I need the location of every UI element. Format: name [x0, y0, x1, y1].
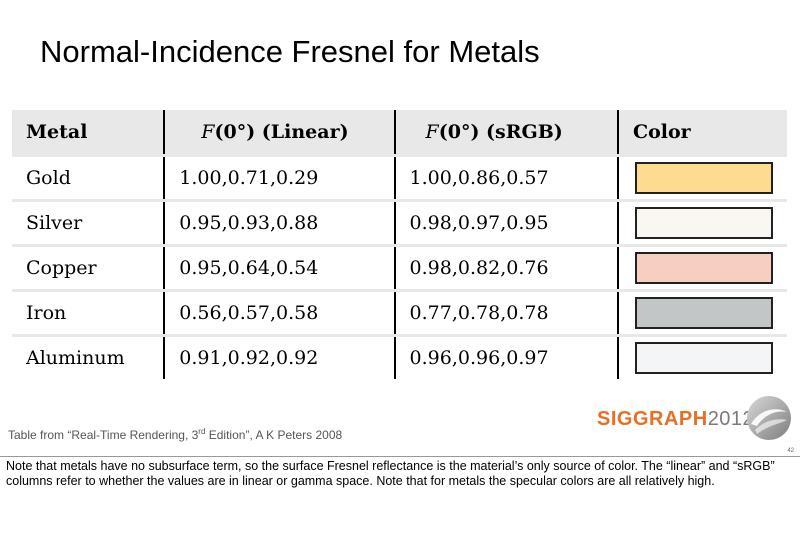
cell-metal: Gold	[12, 154, 166, 201]
cell-metal: Iron	[12, 289, 166, 336]
table-header-row: Metal F(0°) (Linear) F(0°) (sRGB) Color	[12, 110, 787, 157]
siggraph-swirl-icon	[747, 396, 791, 440]
cell-linear: 0.91,0.92,0.92	[164, 334, 396, 379]
credit-before: Table from “Real-Time Rendering, 3	[8, 428, 199, 442]
cell-color	[617, 244, 787, 291]
logo-year: 2012	[707, 408, 755, 430]
cell-color	[617, 334, 787, 379]
table-row: Aluminum 0.91,0.92,0.92 0.96,0.96,0.97	[12, 334, 787, 379]
table-row: Copper 0.95,0.64,0.54 0.98,0.82,0.76	[12, 244, 787, 291]
header-color: Color	[617, 110, 787, 157]
credit-after: Edition”, A K Peters 2008	[205, 428, 343, 442]
table-row: Silver 0.95,0.93,0.88 0.98,0.97,0.95	[12, 199, 787, 246]
header-linear-rest: (0°) (Linear)	[214, 121, 349, 143]
cell-color	[617, 154, 787, 201]
table-credit: Table from “Real-Time Rendering, 3rd Edi…	[8, 427, 342, 442]
cell-color	[617, 199, 787, 246]
color-swatch	[634, 162, 773, 194]
header-linear: F(0°) (Linear)	[164, 110, 396, 157]
cell-srgb: 0.98,0.82,0.76	[394, 244, 619, 291]
header-linear-f: F	[201, 121, 215, 143]
speaker-notes: Note that metals have no subsurface term…	[6, 459, 775, 488]
header-srgb-f: F	[425, 121, 439, 143]
fresnel-table-panel: Metal F(0°) (Linear) F(0°) (sRGB) Color …	[12, 110, 787, 379]
cell-metal: Copper	[12, 244, 166, 291]
logo-wordmark: SIGGRAPH2012	[597, 408, 754, 431]
slide-title: Normal-Incidence Fresnel for Metals	[40, 34, 540, 69]
cell-srgb: 1.00,0.86,0.57	[394, 154, 619, 201]
cell-srgb: 0.98,0.97,0.95	[394, 199, 619, 246]
table-row: Iron 0.56,0.57,0.58 0.77,0.78,0.78	[12, 289, 787, 336]
siggraph-logo: SIGGRAPH2012	[597, 396, 797, 448]
table-row: Gold 1.00,0.71,0.29 1.00,0.86,0.57	[12, 154, 787, 201]
color-swatch	[634, 252, 773, 284]
cell-linear: 1.00,0.71,0.29	[164, 154, 396, 201]
header-srgb: F(0°) (sRGB)	[394, 110, 619, 157]
color-swatch	[634, 207, 773, 239]
header-srgb-rest: (0°) (sRGB)	[438, 121, 563, 143]
cell-linear: 0.95,0.93,0.88	[164, 199, 396, 246]
credit-sup: rd	[198, 427, 206, 436]
color-swatch	[634, 297, 773, 329]
cell-linear: 0.95,0.64,0.54	[164, 244, 396, 291]
cell-color	[617, 289, 787, 336]
cell-srgb: 0.77,0.78,0.78	[394, 289, 619, 336]
cell-metal: Aluminum	[12, 334, 166, 379]
cell-linear: 0.56,0.57,0.58	[164, 289, 396, 336]
header-metal: Metal	[12, 110, 166, 157]
color-swatch	[634, 342, 773, 374]
page-number: 42	[787, 448, 794, 454]
logo-brand: SIGGRAPH	[597, 408, 708, 430]
fresnel-table: Metal F(0°) (Linear) F(0°) (sRGB) Color …	[12, 110, 787, 379]
notes-divider	[0, 456, 800, 457]
cell-metal: Silver	[12, 199, 166, 246]
slide: Normal-Incidence Fresnel for Metals Meta…	[8, 34, 797, 448]
cell-srgb: 0.96,0.96,0.97	[394, 334, 619, 379]
